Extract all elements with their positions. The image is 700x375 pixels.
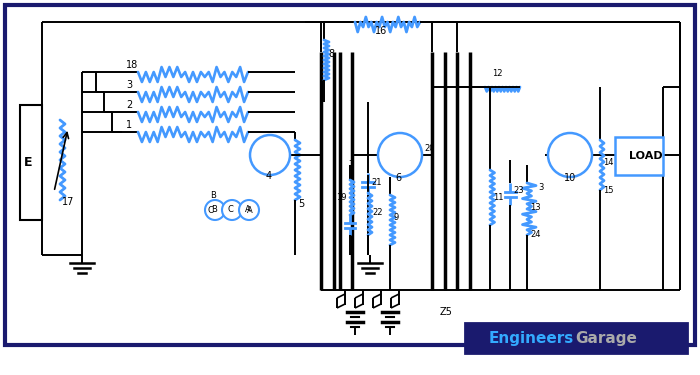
Text: 6: 6 <box>395 173 401 183</box>
Text: 10: 10 <box>564 173 576 183</box>
Text: A: A <box>247 206 253 215</box>
Text: 13: 13 <box>530 203 540 212</box>
Text: 23: 23 <box>513 186 524 195</box>
Circle shape <box>548 133 592 177</box>
Text: Z5: Z5 <box>440 307 453 317</box>
Text: C: C <box>228 206 234 214</box>
Text: 11: 11 <box>493 193 503 202</box>
Text: 15: 15 <box>603 186 613 195</box>
Text: B: B <box>210 191 216 200</box>
Text: 7: 7 <box>348 160 354 169</box>
Text: 18: 18 <box>126 60 139 70</box>
Text: A: A <box>245 206 251 214</box>
Text: 19: 19 <box>336 193 346 202</box>
Text: 22: 22 <box>372 208 382 217</box>
Circle shape <box>239 200 259 220</box>
Text: 12: 12 <box>492 69 503 78</box>
Text: 1: 1 <box>126 120 132 130</box>
Circle shape <box>378 133 422 177</box>
Text: 8: 8 <box>328 49 334 59</box>
Text: 21: 21 <box>371 178 382 187</box>
Circle shape <box>250 135 290 175</box>
Text: 4: 4 <box>266 171 272 181</box>
Text: 9: 9 <box>394 213 399 222</box>
Bar <box>20 105 42 220</box>
Text: B: B <box>211 206 217 214</box>
Text: 16: 16 <box>375 26 387 36</box>
Text: 14: 14 <box>603 158 613 167</box>
Bar <box>465 323 687 353</box>
Text: 3: 3 <box>538 183 543 192</box>
Text: 20: 20 <box>424 144 435 153</box>
Text: 17: 17 <box>62 197 74 207</box>
Text: 2: 2 <box>126 100 132 110</box>
Text: LOAD: LOAD <box>629 151 663 161</box>
Text: E: E <box>24 156 32 170</box>
Text: Garage: Garage <box>575 330 637 345</box>
Text: 5: 5 <box>298 199 304 209</box>
Bar <box>615 137 663 175</box>
Circle shape <box>205 200 225 220</box>
Text: 24: 24 <box>530 230 540 239</box>
Circle shape <box>222 200 242 220</box>
Text: C: C <box>207 206 213 215</box>
Text: Engineers: Engineers <box>489 330 574 345</box>
Text: 3: 3 <box>126 80 132 90</box>
